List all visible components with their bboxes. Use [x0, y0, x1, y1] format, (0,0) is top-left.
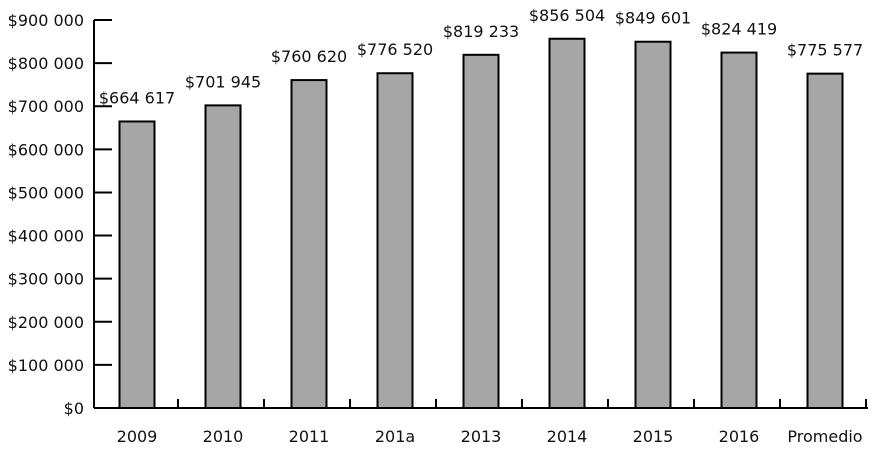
- y-tick-label-0: $0: [64, 399, 84, 418]
- y-tick-label-8: $800 000: [8, 54, 84, 73]
- data-label-promedio: $775 577: [787, 41, 863, 60]
- data-label-2015: $849 601: [615, 9, 691, 28]
- y-tick-label-3: $300 000: [8, 270, 84, 289]
- y-tick-label-6: $600 000: [8, 140, 84, 159]
- bar-201a: [376, 72, 414, 409]
- bar-2009: [118, 120, 156, 409]
- x-tick-label-2013: 2013: [461, 427, 502, 446]
- x-tick-label-2014: 2014: [547, 427, 588, 446]
- y-axis-ticks: $0 $100 000 $200 000 $300 000 $400 000 $500 0…: [8, 11, 112, 418]
- x-tick-label-promedio: Promedio: [787, 427, 862, 446]
- data-label-2009: $664 617: [99, 88, 175, 107]
- data-label-group: $664 617 $701 945 $760 620 $776 520 $819 233…: [99, 6, 863, 108]
- data-label-2013: $819 233: [443, 22, 519, 41]
- x-tick-label-201a: 201a: [375, 427, 415, 446]
- y-tick-label-1: $100 000: [8, 356, 84, 375]
- bar-2014: [548, 37, 586, 409]
- x-tick-label-2011: 2011: [289, 427, 330, 446]
- x-tick-label-group: 2009 2010 2011 201a 2013 2014 2015 2016 Promedio: [117, 427, 863, 446]
- bar-2013: [462, 53, 500, 409]
- x-axis-ticks: [177, 399, 867, 408]
- x-tick-label-2009: 2009: [117, 427, 158, 446]
- bar-2010: [204, 104, 242, 410]
- bar-2011: [290, 79, 328, 410]
- y-tick-label-4: $400 000: [8, 227, 84, 246]
- y-tick-label-9: $900 000: [8, 11, 84, 30]
- x-tick-label-2015: 2015: [633, 427, 674, 446]
- data-label-2011: $760 620: [271, 47, 347, 66]
- y-tick-label-7: $700 000: [8, 97, 84, 116]
- bar-promedio: [806, 72, 844, 409]
- bar-group: [118, 37, 844, 410]
- data-label-201a: $776 520: [357, 40, 433, 59]
- data-label-2010: $701 945: [185, 72, 261, 91]
- data-label-2016: $824 419: [701, 20, 777, 39]
- y-tick-label-5: $500 000: [8, 183, 84, 202]
- y-tick-label-2: $200 000: [8, 313, 84, 332]
- bar-2015: [634, 40, 672, 409]
- x-tick-label-2016: 2016: [719, 427, 760, 446]
- bar-2016: [720, 51, 758, 410]
- x-tick-label-2010: 2010: [203, 427, 244, 446]
- data-label-2014: $856 504: [529, 6, 605, 25]
